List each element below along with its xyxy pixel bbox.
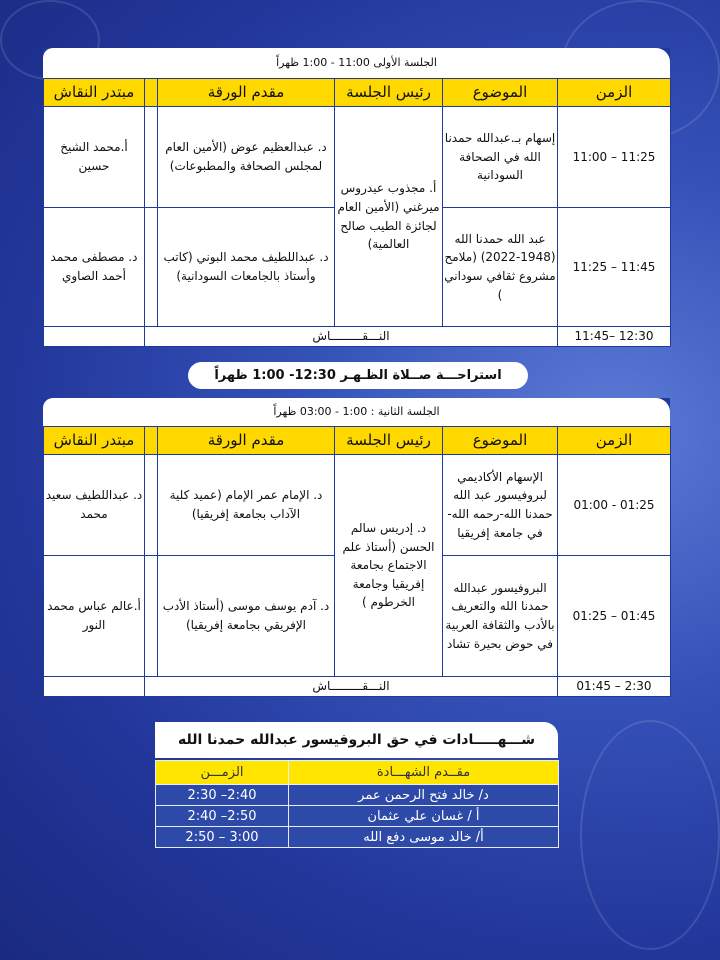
discussant-cell: د. عبداللطيف سعيد محمد [43, 454, 145, 556]
gap-cell [144, 207, 158, 327]
header-time: الزمن [557, 78, 671, 107]
topic-cell: الإسهام الأكاديمي لبروفيسور عبد الله حمد… [442, 454, 558, 556]
header-presenter: مقدم الورقة [157, 78, 335, 107]
header-row: مقــدم الشهـــادة الزمـــن [155, 760, 559, 785]
time-cell: 2:40 –2:50 [155, 805, 289, 827]
discussion-row: 01:45 – 2:30 النـــقـــــــــاش [43, 676, 671, 697]
discussion-row: 11:45– 12:30 النـــقـــــــــاش [43, 326, 671, 347]
table-row: أ / غسان علي عثمان 2:40 –2:50 [155, 805, 559, 827]
header-row: الزمن الموضوع رئيس الجلسة مقدم الورقة مب… [43, 426, 671, 455]
testimonies-title: شـــهـــــادات في حق البروفيسور عبدالله … [155, 722, 558, 758]
time-cell: 11:25 – 11:45 [557, 207, 671, 327]
topic-cell: البروفيسور عبدالله حمدنا الله والتعريف ب… [442, 555, 558, 677]
session-1-panel: الجلسة الأولى 11:00 - 1:00 ظهراً الزمن ا… [43, 48, 671, 347]
header-topic: الموضوع [442, 426, 558, 455]
prayer-break-banner: استراحـــة صــلاة الظـهـر 12:30- 1:00 ظه… [188, 362, 528, 389]
session-2-panel: الجلسة الثانية : 1:00 - 03:00 ظهراً الزم… [43, 398, 671, 697]
header-chair: رئيس الجلسة [334, 426, 443, 455]
header-presenter: مقدم الورقة [157, 426, 335, 455]
header-gap [144, 426, 158, 455]
gap-cell [144, 454, 158, 556]
chair-cell: أ. مجذوب عيدروس ميرغني (الأمين العام لجا… [334, 106, 443, 327]
presenter-cell: أ / غسان علي عثمان [288, 805, 559, 827]
decorative-calligraphy [580, 720, 720, 950]
time-cell: 11:45– 12:30 [557, 326, 671, 347]
testimonies-table: مقــدم الشهـــادة الزمـــن د/ خالد فتح ا… [155, 760, 559, 848]
header-chair: رئيس الجلسة [334, 78, 443, 107]
header-gap [144, 78, 158, 107]
session-2-title: الجلسة الثانية : 1:00 - 03:00 ظهراً [43, 398, 670, 426]
table-row: 01:25 – 01:45 البروفيسور عبدالله حمدنا ا… [43, 555, 671, 677]
header-discussant: مبتدر النقاش [43, 426, 145, 455]
session-1-title: الجلسة الأولى 11:00 - 1:00 ظهراً [43, 48, 670, 78]
testimonies-panel: شـــهـــــادات في حق البروفيسور عبدالله … [155, 722, 559, 848]
empty-cell [43, 676, 145, 697]
gap-cell [144, 106, 158, 208]
chair-cell: د. إدريس سالم الحسن (أستاذ علم الاجتماع … [334, 454, 443, 677]
header-topic: الموضوع [442, 78, 558, 107]
session-1-table: الزمن الموضوع رئيس الجلسة مقدم الورقة مب… [43, 78, 671, 347]
presenter-cell: أ/ خالد موسى دفع الله [288, 826, 559, 848]
header-time: الزمن [557, 426, 671, 455]
presenter-cell: د. آدم يوسف موسى (أستاذ الأدب الإفريقي ب… [157, 555, 335, 677]
header-discussant: مبتدر النقاش [43, 78, 145, 107]
table-row: أ/ خالد موسى دفع الله 2:50 – 3:00 [155, 826, 559, 848]
table-row: 11:00 – 11:25 إسهام بـ.عبدالله حمدنا الل… [43, 106, 671, 327]
gap-cell [144, 555, 158, 677]
discussant-cell: د. مصطفى محمد أحمد الصاوي [43, 207, 145, 327]
time-cell: 11:00 – 11:25 [557, 106, 671, 208]
header-time: الزمـــن [155, 760, 289, 785]
time-cell: 2:30 –2:40 [155, 784, 289, 806]
topic-cell: إسهام بـ.عبدالله حمدنا الله في الصحافة ا… [442, 106, 558, 208]
table-row: 11:25 – 11:45 عبد الله حمدنا الله (1948-… [43, 207, 671, 327]
presenter-cell: د/ خالد فتح الرحمن عمر [288, 784, 559, 806]
presenter-cell: د. عبداللطيف محمد البوني (كاتب وأستاذ با… [157, 207, 335, 327]
topic-cell: عبد الله حمدنا الله (1948-2022) (ملامح م… [442, 207, 558, 327]
presenter-cell: د. الإمام عمر الإمام (عميد كلية الآداب ب… [157, 454, 335, 556]
presenter-cell: د. عبدالعظيم عوض (الأمين العام لمجلس الص… [157, 106, 335, 208]
discussion-label: النـــقـــــــــاش [144, 326, 558, 347]
time-cell: 01:25 – 01:45 [557, 555, 671, 677]
table-row: 01:00 - 01:25 الإسهام الأكاديمي لبروفيسو… [43, 454, 671, 677]
table-row: د/ خالد فتح الرحمن عمر 2:30 –2:40 [155, 784, 559, 806]
discussion-label: النـــقـــــــــاش [144, 676, 558, 697]
time-cell: 01:45 – 2:30 [557, 676, 671, 697]
header-row: الزمن الموضوع رئيس الجلسة مقدم الورقة مب… [43, 78, 671, 107]
header-presenter: مقــدم الشهـــادة [288, 760, 559, 785]
session-2-table: الزمن الموضوع رئيس الجلسة مقدم الورقة مب… [43, 426, 671, 697]
time-cell: 2:50 – 3:00 [155, 826, 289, 848]
discussant-cell: أ.محمد الشيخ حسين [43, 106, 145, 208]
time-cell: 01:00 - 01:25 [557, 454, 671, 556]
discussant-cell: أ.عالم عباس محمد النور [43, 555, 145, 677]
empty-cell [43, 326, 145, 347]
